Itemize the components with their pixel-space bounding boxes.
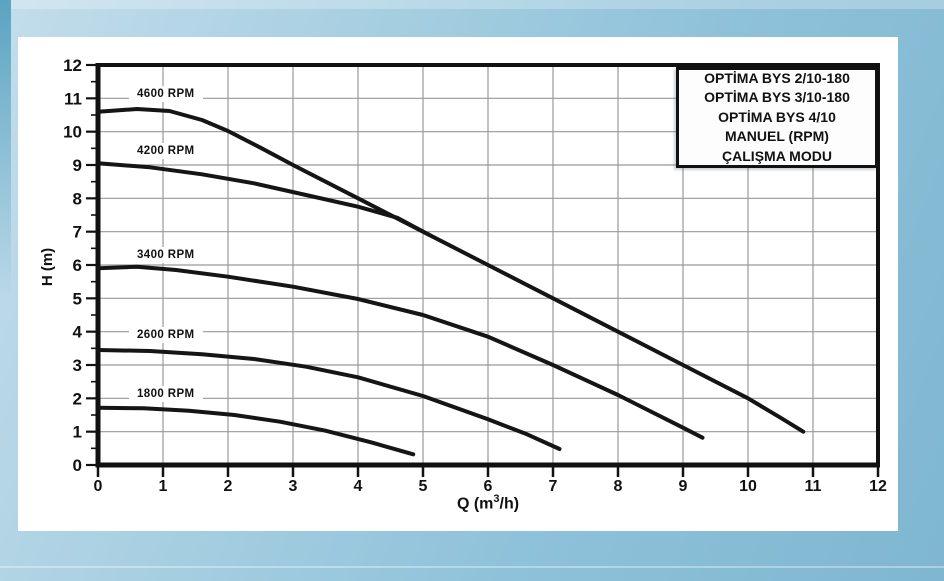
y-axis-title: H (m) <box>39 247 56 287</box>
page-edge-bottom <box>0 566 944 568</box>
curve-label: 2600 RPM <box>129 327 203 343</box>
pump-curve <box>96 161 432 237</box>
y-tick-label: 9 <box>73 156 82 175</box>
legend-box: OPTİMA BYS 2/10-180 OPTİMA BYS 3/10-180 … <box>676 67 878 168</box>
legend-line-mode: MANUEL (RPM) <box>725 128 829 145</box>
y-tick-label: 0 <box>73 456 82 475</box>
x-tick-label: 11 <box>805 478 822 495</box>
y-tick-label: 5 <box>73 289 82 308</box>
y-tick-label: 2 <box>73 389 82 408</box>
curve-label: 4600 RPM <box>129 86 203 102</box>
pump-curve <box>96 264 705 440</box>
legend-line-model-3: OPTİMA BYS 4/10 <box>718 108 836 125</box>
x-tick-label: 9 <box>679 478 688 495</box>
x-tick-label: 4 <box>354 478 363 495</box>
curve-label: 3400 RPM <box>129 247 203 263</box>
legend-line-mode-2: ÇALIŞMA MODU <box>722 147 832 164</box>
curve-label: 4200 RPM <box>129 143 203 159</box>
x-tick-label: 5 <box>419 478 428 495</box>
x-tick-label: 6 <box>484 478 493 495</box>
x-axis-title-post: /h) <box>499 495 520 513</box>
x-tick-label: 8 <box>614 478 623 495</box>
x-tick-label: 7 <box>549 478 558 495</box>
y-tick-label: 4 <box>73 323 83 342</box>
legend-line-model-1: OPTİMA BYS 2/10-180 <box>704 69 850 86</box>
y-tick-label: 7 <box>73 223 82 242</box>
x-axis-title-sup: 3 <box>493 493 500 505</box>
x-axis-title-pre: Q (m <box>456 495 494 513</box>
y-tick-label: 3 <box>73 356 82 375</box>
y-tick-label: 1 <box>73 423 82 442</box>
legend-line-model-2: OPTİMA BYS 3/10-180 <box>704 89 850 106</box>
y-tick-label: 6 <box>73 256 82 275</box>
x-tick-label: 1 <box>159 478 168 495</box>
page-edge-top <box>0 0 944 9</box>
y-tick-label: 12 <box>63 56 82 75</box>
y-tick-label: 10 <box>63 123 82 142</box>
x-tick-label: 2 <box>224 478 233 495</box>
x-tick-label: 3 <box>289 478 298 495</box>
page-edge-left <box>0 0 11 300</box>
x-tick-label: 0 <box>94 478 103 495</box>
curve-label: 1800 RPM <box>129 386 203 402</box>
x-tick-label: 10 <box>739 478 757 495</box>
x-axis-title: Q (m3/h) <box>98 493 878 513</box>
pump-curve <box>96 348 562 451</box>
x-tick-label: 12 <box>869 478 887 495</box>
pump-curve <box>96 405 416 457</box>
y-tick-label: 11 <box>64 89 82 108</box>
y-tick-label: 8 <box>73 189 82 208</box>
